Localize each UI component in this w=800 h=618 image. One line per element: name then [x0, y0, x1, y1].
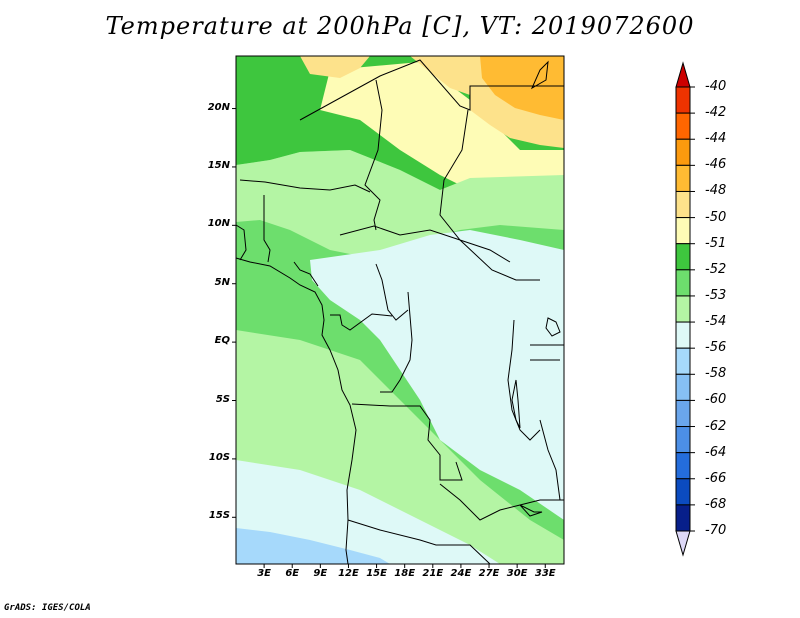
colorbar-tick-label: -58	[705, 366, 727, 382]
colorbar-tick-label: -44	[705, 131, 727, 147]
border-line	[439, 483, 564, 521]
border-line	[293, 261, 319, 287]
border-line	[507, 319, 541, 441]
coldest-region	[236, 528, 390, 564]
colorbar-top-triangle	[675, 61, 691, 88]
border-line	[380, 291, 413, 393]
colorbar-segment	[675, 243, 691, 271]
border-line	[299, 59, 564, 121]
lake-shore	[519, 504, 543, 517]
colorbar-segment	[675, 373, 691, 401]
colorbar-tick-label: -56	[705, 340, 727, 356]
country-borders	[235, 59, 564, 565]
colorbar-tick-label: -48	[705, 183, 727, 199]
colorbar-tick-label: -60	[705, 392, 727, 408]
colorbar-tick-label: -68	[705, 496, 727, 512]
border-line	[263, 195, 271, 263]
chart-title: Temperature at 200hPa [C], VT: 201907260…	[105, 12, 695, 40]
lon-tick-label: 6E	[285, 568, 300, 579]
lon-tick-label: 30E	[506, 568, 528, 579]
coastline	[235, 257, 357, 565]
colorbar-tick-label: -62	[705, 418, 727, 434]
lat-tick-label: 20N	[207, 101, 230, 113]
colorbar-tick-label: -46	[705, 157, 727, 173]
colorbar-tick-label: -66	[705, 470, 727, 486]
sahel-dark-region	[320, 62, 564, 200]
northeast-warmest-region	[480, 56, 564, 120]
footer-credit: GrADS: IGES/COLA	[4, 603, 91, 613]
border-line	[235, 224, 247, 261]
border-line	[330, 313, 393, 331]
lat-tick-label: 15N	[207, 159, 230, 171]
colorbar-tick-label: -53	[705, 287, 727, 303]
colorbar-segment	[675, 190, 691, 219]
sahara-warm-region	[300, 56, 470, 95]
colorbar-tick-label: -54	[705, 314, 727, 330]
colorbar-tick-label: -52	[705, 261, 727, 277]
latitude-ticks	[232, 108, 236, 518]
southern-cool-region	[236, 460, 500, 564]
map-frame	[235, 55, 565, 565]
colorbar-segment	[675, 347, 691, 375]
field-layer	[236, 56, 564, 564]
colorbar-tick-label: -50	[705, 209, 727, 225]
colorbar-segment	[675, 217, 691, 245]
colorbar-segment	[675, 452, 691, 480]
lon-tick-label: 24E	[450, 568, 472, 579]
longitude-ticks	[263, 564, 546, 568]
colorbar-segment	[675, 399, 691, 428]
lon-tick-label: 9E	[313, 568, 328, 579]
border-line	[439, 109, 540, 281]
colorbar-segment	[675, 478, 691, 506]
colorbar-segment	[675, 426, 691, 454]
lon-tick-label: 33E	[534, 568, 556, 579]
colorbar-segment	[675, 269, 691, 297]
colorbar-segment	[675, 138, 691, 166]
lon-tick-label: 12E	[338, 568, 359, 579]
lon-tick-label: 18E	[394, 568, 416, 579]
lon-tick-label: 15E	[366, 568, 387, 579]
lat-tick-label: EQ	[214, 335, 230, 347]
border-line	[339, 225, 511, 263]
colorbar-tick-label: -42	[705, 105, 727, 121]
light-green-region	[236, 150, 564, 260]
border-line	[375, 263, 409, 321]
border-line	[364, 79, 383, 231]
lake-shore	[530, 60, 549, 90]
colorbar-segment	[675, 86, 691, 114]
colorbar-segment	[675, 164, 691, 192]
lat-tick-label: 5S	[215, 393, 230, 405]
colorbar-tick-label: -64	[705, 444, 727, 460]
lon-tick-label: 27E	[478, 568, 500, 579]
colorbar-tick-label: -40	[705, 79, 727, 94]
border-line	[239, 179, 371, 193]
border-line	[539, 419, 561, 501]
colorbar	[675, 61, 695, 557]
lake-shore	[545, 317, 561, 337]
colorbar-bottom-triangle	[675, 530, 691, 557]
lat-tick-label: 15S	[208, 510, 230, 522]
lat-tick-label: 5N	[214, 276, 230, 288]
colorbar-segment	[675, 112, 691, 140]
lon-tick-label: 3E	[257, 568, 271, 579]
colorbar-segment	[675, 295, 691, 323]
colorbar-segment	[675, 504, 691, 532]
border-line	[351, 403, 463, 481]
congo-basin-region	[310, 230, 564, 520]
border-line	[347, 519, 491, 565]
lat-tick-label: 10S	[208, 451, 230, 463]
colorbar-tick-label: -70	[705, 523, 727, 538]
colorbar-tick-label: -51	[705, 235, 727, 251]
colorbar-segment	[675, 321, 691, 349]
border-line	[530, 344, 564, 361]
lat-tick-label: 10N	[207, 218, 230, 230]
lon-tick-label: 21E	[422, 568, 444, 579]
lake-shore	[511, 379, 521, 429]
